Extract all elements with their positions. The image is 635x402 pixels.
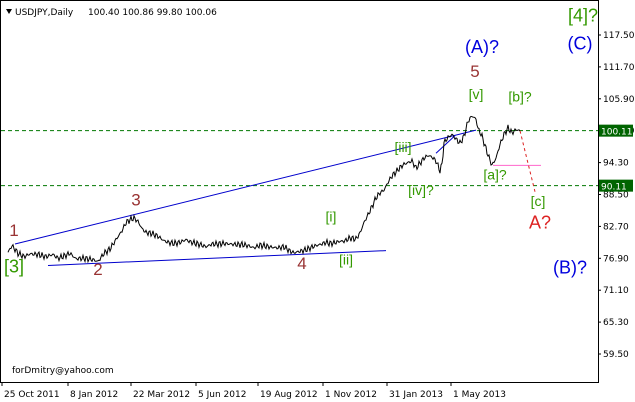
wave-label: (A)? bbox=[465, 37, 499, 57]
ohlc-values: 100.40 100.86 99.80 100.06 bbox=[88, 8, 217, 18]
level-tags: 100.11 90.11 bbox=[599, 124, 633, 193]
trendline bbox=[47, 250, 387, 266]
trendline bbox=[435, 135, 456, 154]
time-tick-label: 1 Nov 2012 bbox=[325, 390, 377, 400]
time-axis: 25 Oct 2011 8 Jan 2012 22 Mar 2012 5 Jun 20… bbox=[1, 382, 506, 400]
wave-label: 4 bbox=[297, 254, 306, 273]
price-tick-label: 65.30 bbox=[603, 318, 629, 328]
wave-label: 3 bbox=[131, 191, 140, 210]
wave-label: [iv]? bbox=[408, 182, 434, 198]
wave-label: A? bbox=[529, 213, 551, 233]
wave-label: (C) bbox=[568, 33, 593, 53]
time-tick-label: 22 Mar 2012 bbox=[133, 390, 190, 400]
price-tick-label: 111.70 bbox=[603, 63, 635, 73]
price-tick-label: 117.50 bbox=[603, 31, 635, 41]
wave-label: [b]? bbox=[508, 89, 532, 105]
time-tick-label: 1 May 2013 bbox=[453, 390, 506, 400]
price-axis: 117.50111.70105.90100.1094.3088.5082.707… bbox=[598, 31, 635, 360]
price-tick-label: 88.50 bbox=[603, 191, 629, 201]
wave-label: [a]? bbox=[483, 167, 507, 183]
price-tick-label: 94.30 bbox=[603, 159, 629, 169]
level-tag-bg bbox=[599, 179, 633, 192]
level-tag-label: 100.11 bbox=[601, 128, 633, 138]
wave-label: 2 bbox=[93, 260, 102, 279]
wave-label: [ii] bbox=[339, 251, 353, 267]
wave-label: 5 bbox=[470, 62, 479, 81]
wave-label: (B)? bbox=[553, 258, 587, 278]
wave-label: [i] bbox=[326, 208, 337, 224]
wave-label: 1 bbox=[9, 221, 18, 240]
header: USDJPY,Daily 100.40 100.86 99.80 100.06 bbox=[6, 8, 217, 18]
level-tag-label: 90.11 bbox=[601, 183, 627, 193]
price-tick-label: 105.90 bbox=[603, 95, 635, 105]
time-tick-label: 5 Jun 2012 bbox=[198, 390, 246, 400]
wave-annotations: 1 [3] 2 3 4 [i] [ii] [iii] [iv]? [v] 5 (A)? [b]? [a]?… bbox=[4, 5, 598, 279]
wave-label: [iii] bbox=[394, 139, 411, 155]
price-tick-label: 76.90 bbox=[603, 254, 629, 264]
time-tick-label: 25 Oct 2011 bbox=[4, 390, 60, 400]
trendline bbox=[519, 130, 536, 192]
wave-label: [v] bbox=[469, 86, 484, 102]
wave-label: [3] bbox=[4, 257, 24, 277]
price-series bbox=[7, 115, 521, 264]
symbol-title: USDJPY,Daily bbox=[15, 8, 74, 18]
time-tick-label: 8 Jan 2012 bbox=[70, 390, 118, 400]
price-tick-label: 59.50 bbox=[603, 350, 629, 360]
horizontal-levels bbox=[1, 130, 598, 187]
wave-label: [4]? bbox=[568, 5, 598, 25]
dropdown-triangle-icon[interactable] bbox=[6, 9, 12, 14]
trendlines bbox=[14, 129, 541, 266]
price-tick-label: 71.10 bbox=[603, 286, 629, 296]
price-line bbox=[7, 115, 521, 264]
level-tag-bg bbox=[599, 124, 633, 137]
wave-label: [c] bbox=[531, 193, 546, 209]
time-tick-label: 19 Aug 2012 bbox=[260, 390, 318, 400]
watermark: forDmitry@yahoo.com bbox=[12, 366, 114, 376]
trendline bbox=[14, 129, 477, 245]
plot-frame bbox=[0, 0, 599, 383]
price-tick-label: 82.70 bbox=[603, 222, 629, 232]
time-tick-label: 31 Jan 2013 bbox=[389, 390, 443, 400]
